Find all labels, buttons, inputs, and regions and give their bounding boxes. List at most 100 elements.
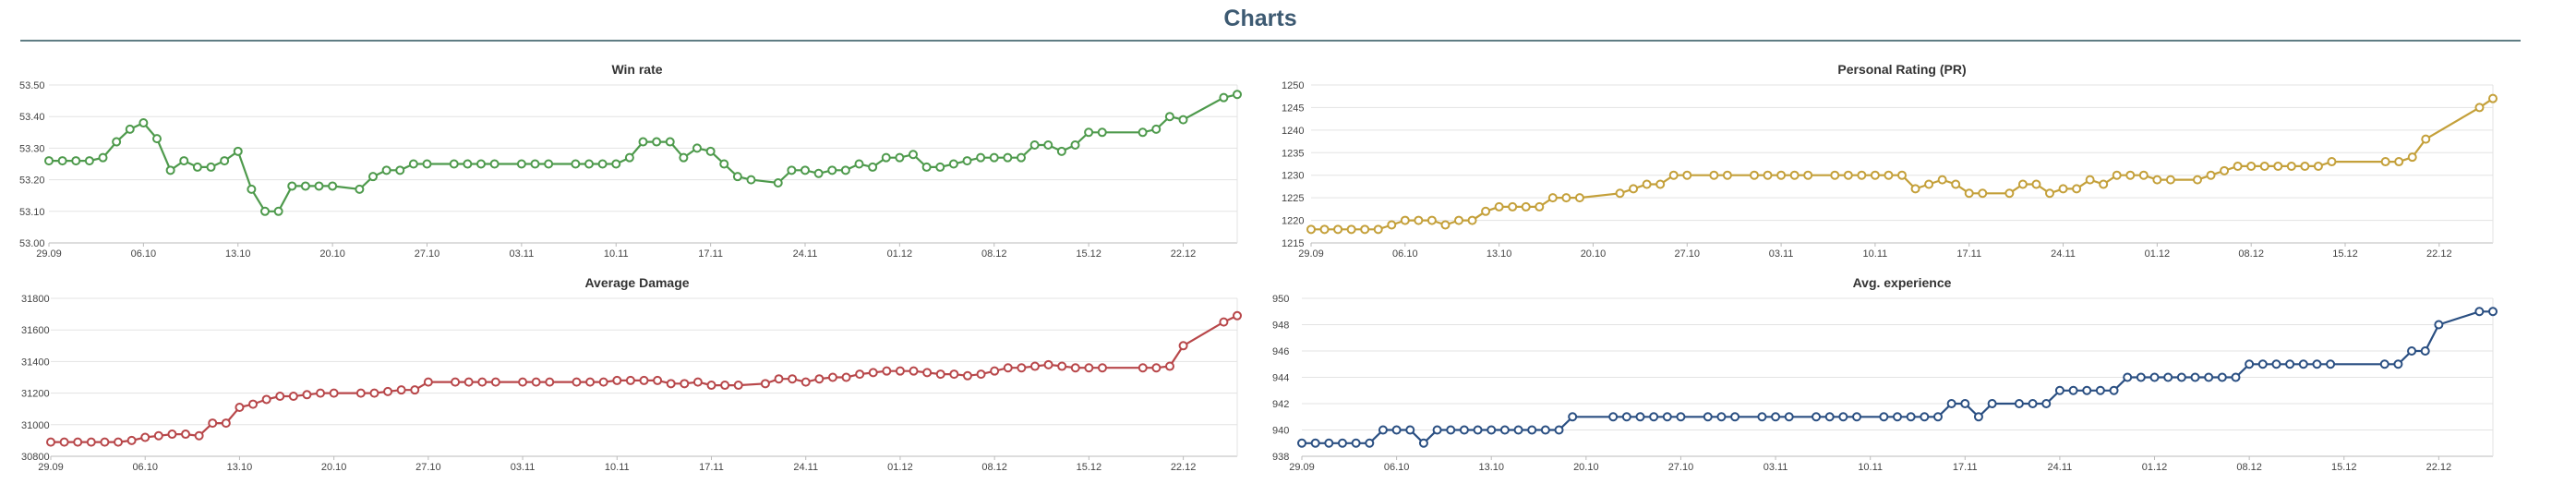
data-point[interactable] (1233, 310, 1242, 321)
data-point[interactable] (1771, 412, 1781, 422)
data-point[interactable] (827, 165, 837, 175)
data-point[interactable] (868, 162, 878, 172)
data-point[interactable] (625, 375, 635, 385)
data-point[interactable] (46, 437, 55, 447)
data-point[interactable] (666, 379, 676, 389)
data-point[interactable] (1391, 425, 1402, 435)
data-point[interactable] (1568, 412, 1578, 422)
data-point[interactable] (1879, 412, 1889, 422)
data-point[interactable] (1709, 170, 1719, 180)
data-point[interactable] (2285, 359, 2295, 369)
data-point[interactable] (1084, 363, 1094, 373)
data-point[interactable] (814, 374, 825, 384)
data-point[interactable] (2082, 385, 2092, 395)
data-point[interactable] (1730, 412, 1740, 422)
data-point[interactable] (44, 156, 54, 166)
data-point[interactable] (2206, 170, 2216, 180)
data-point[interactable] (2231, 372, 2241, 382)
data-point[interactable] (208, 418, 218, 429)
data-point[interactable] (840, 165, 850, 175)
data-point[interactable] (1716, 412, 1727, 422)
data-point[interactable] (760, 379, 770, 389)
data-point[interactable] (316, 388, 326, 398)
data-point[interactable] (329, 388, 339, 398)
data-point[interactable] (2165, 175, 2175, 185)
data-point[interactable] (1521, 201, 1531, 212)
data-point[interactable] (1843, 170, 1853, 180)
data-point[interactable] (1763, 170, 1773, 180)
data-point[interactable] (571, 159, 581, 169)
data-point[interactable] (1003, 152, 1013, 163)
data-point[interactable] (1164, 112, 1174, 122)
data-point[interactable] (706, 381, 716, 391)
data-point[interactable] (2017, 179, 2028, 189)
data-point[interactable] (692, 143, 702, 153)
data-point[interactable] (1776, 170, 1787, 180)
data-point[interactable] (935, 369, 945, 380)
data-point[interactable] (1324, 438, 1334, 448)
data-point[interactable] (1615, 188, 1625, 199)
data-point[interactable] (1138, 127, 1148, 138)
data-point[interactable] (2099, 179, 2109, 189)
data-point[interactable] (882, 366, 892, 376)
data-point[interactable] (1057, 361, 1067, 371)
data-point[interactable] (260, 206, 270, 216)
data-point[interactable] (868, 368, 878, 378)
data-point[interactable] (2420, 346, 2430, 356)
data-point[interactable] (1459, 425, 1469, 435)
data-point[interactable] (235, 402, 245, 412)
data-point[interactable] (1946, 399, 1956, 408)
data-point[interactable] (2326, 359, 2336, 369)
data-point[interactable] (463, 159, 473, 169)
data-point[interactable] (2286, 161, 2296, 171)
data-point[interactable] (126, 435, 137, 445)
data-point[interactable] (800, 377, 811, 387)
data-point[interactable] (396, 385, 406, 395)
data-point[interactable] (544, 159, 554, 169)
data-point[interactable] (152, 134, 162, 144)
data-point[interactable] (1333, 224, 1343, 235)
data-point[interactable] (2474, 307, 2485, 317)
data-point[interactable] (1473, 425, 1483, 435)
data-point[interactable] (2136, 372, 2146, 382)
data-point[interactable] (2014, 399, 2024, 408)
data-point[interactable] (1824, 412, 1835, 422)
data-point[interactable] (639, 375, 649, 385)
data-point[interactable] (1662, 412, 1672, 422)
data-point[interactable] (1910, 184, 1920, 194)
data-point[interactable] (2271, 359, 2281, 369)
data-point[interactable] (2138, 170, 2149, 180)
data-point[interactable] (1387, 220, 1397, 230)
data-point[interactable] (153, 430, 163, 441)
data-point[interactable] (181, 430, 191, 440)
data-point[interactable] (530, 159, 540, 169)
data-point[interactable] (976, 369, 986, 380)
data-point[interactable] (167, 430, 177, 440)
data-point[interactable] (451, 377, 461, 387)
data-point[interactable] (895, 152, 905, 163)
data-point[interactable] (909, 366, 919, 376)
data-point[interactable] (221, 418, 231, 429)
data-point[interactable] (881, 152, 891, 163)
data-point[interactable] (1608, 412, 1619, 422)
data-point[interactable] (192, 162, 202, 172)
data-point[interactable] (1043, 139, 1053, 150)
data-point[interactable] (1960, 399, 1970, 408)
data-point[interactable] (611, 159, 621, 169)
data-point[interactable] (1897, 170, 1907, 180)
data-point[interactable] (1219, 92, 1229, 103)
data-point[interactable] (1405, 425, 1415, 435)
data-point[interactable] (1870, 170, 1880, 180)
data-point[interactable] (1029, 361, 1040, 371)
data-point[interactable] (1138, 363, 1148, 373)
data-point[interactable] (1043, 359, 1053, 369)
data-point[interactable] (1703, 412, 1713, 422)
data-point[interactable] (369, 388, 379, 398)
data-point[interactable] (2072, 184, 2082, 194)
data-point[interactable] (194, 430, 204, 441)
data-point[interactable] (1337, 438, 1347, 448)
data-point[interactable] (545, 377, 555, 387)
data-point[interactable] (1987, 399, 1997, 408)
data-point[interactable] (1297, 438, 1306, 448)
data-point[interactable] (2152, 175, 2162, 185)
